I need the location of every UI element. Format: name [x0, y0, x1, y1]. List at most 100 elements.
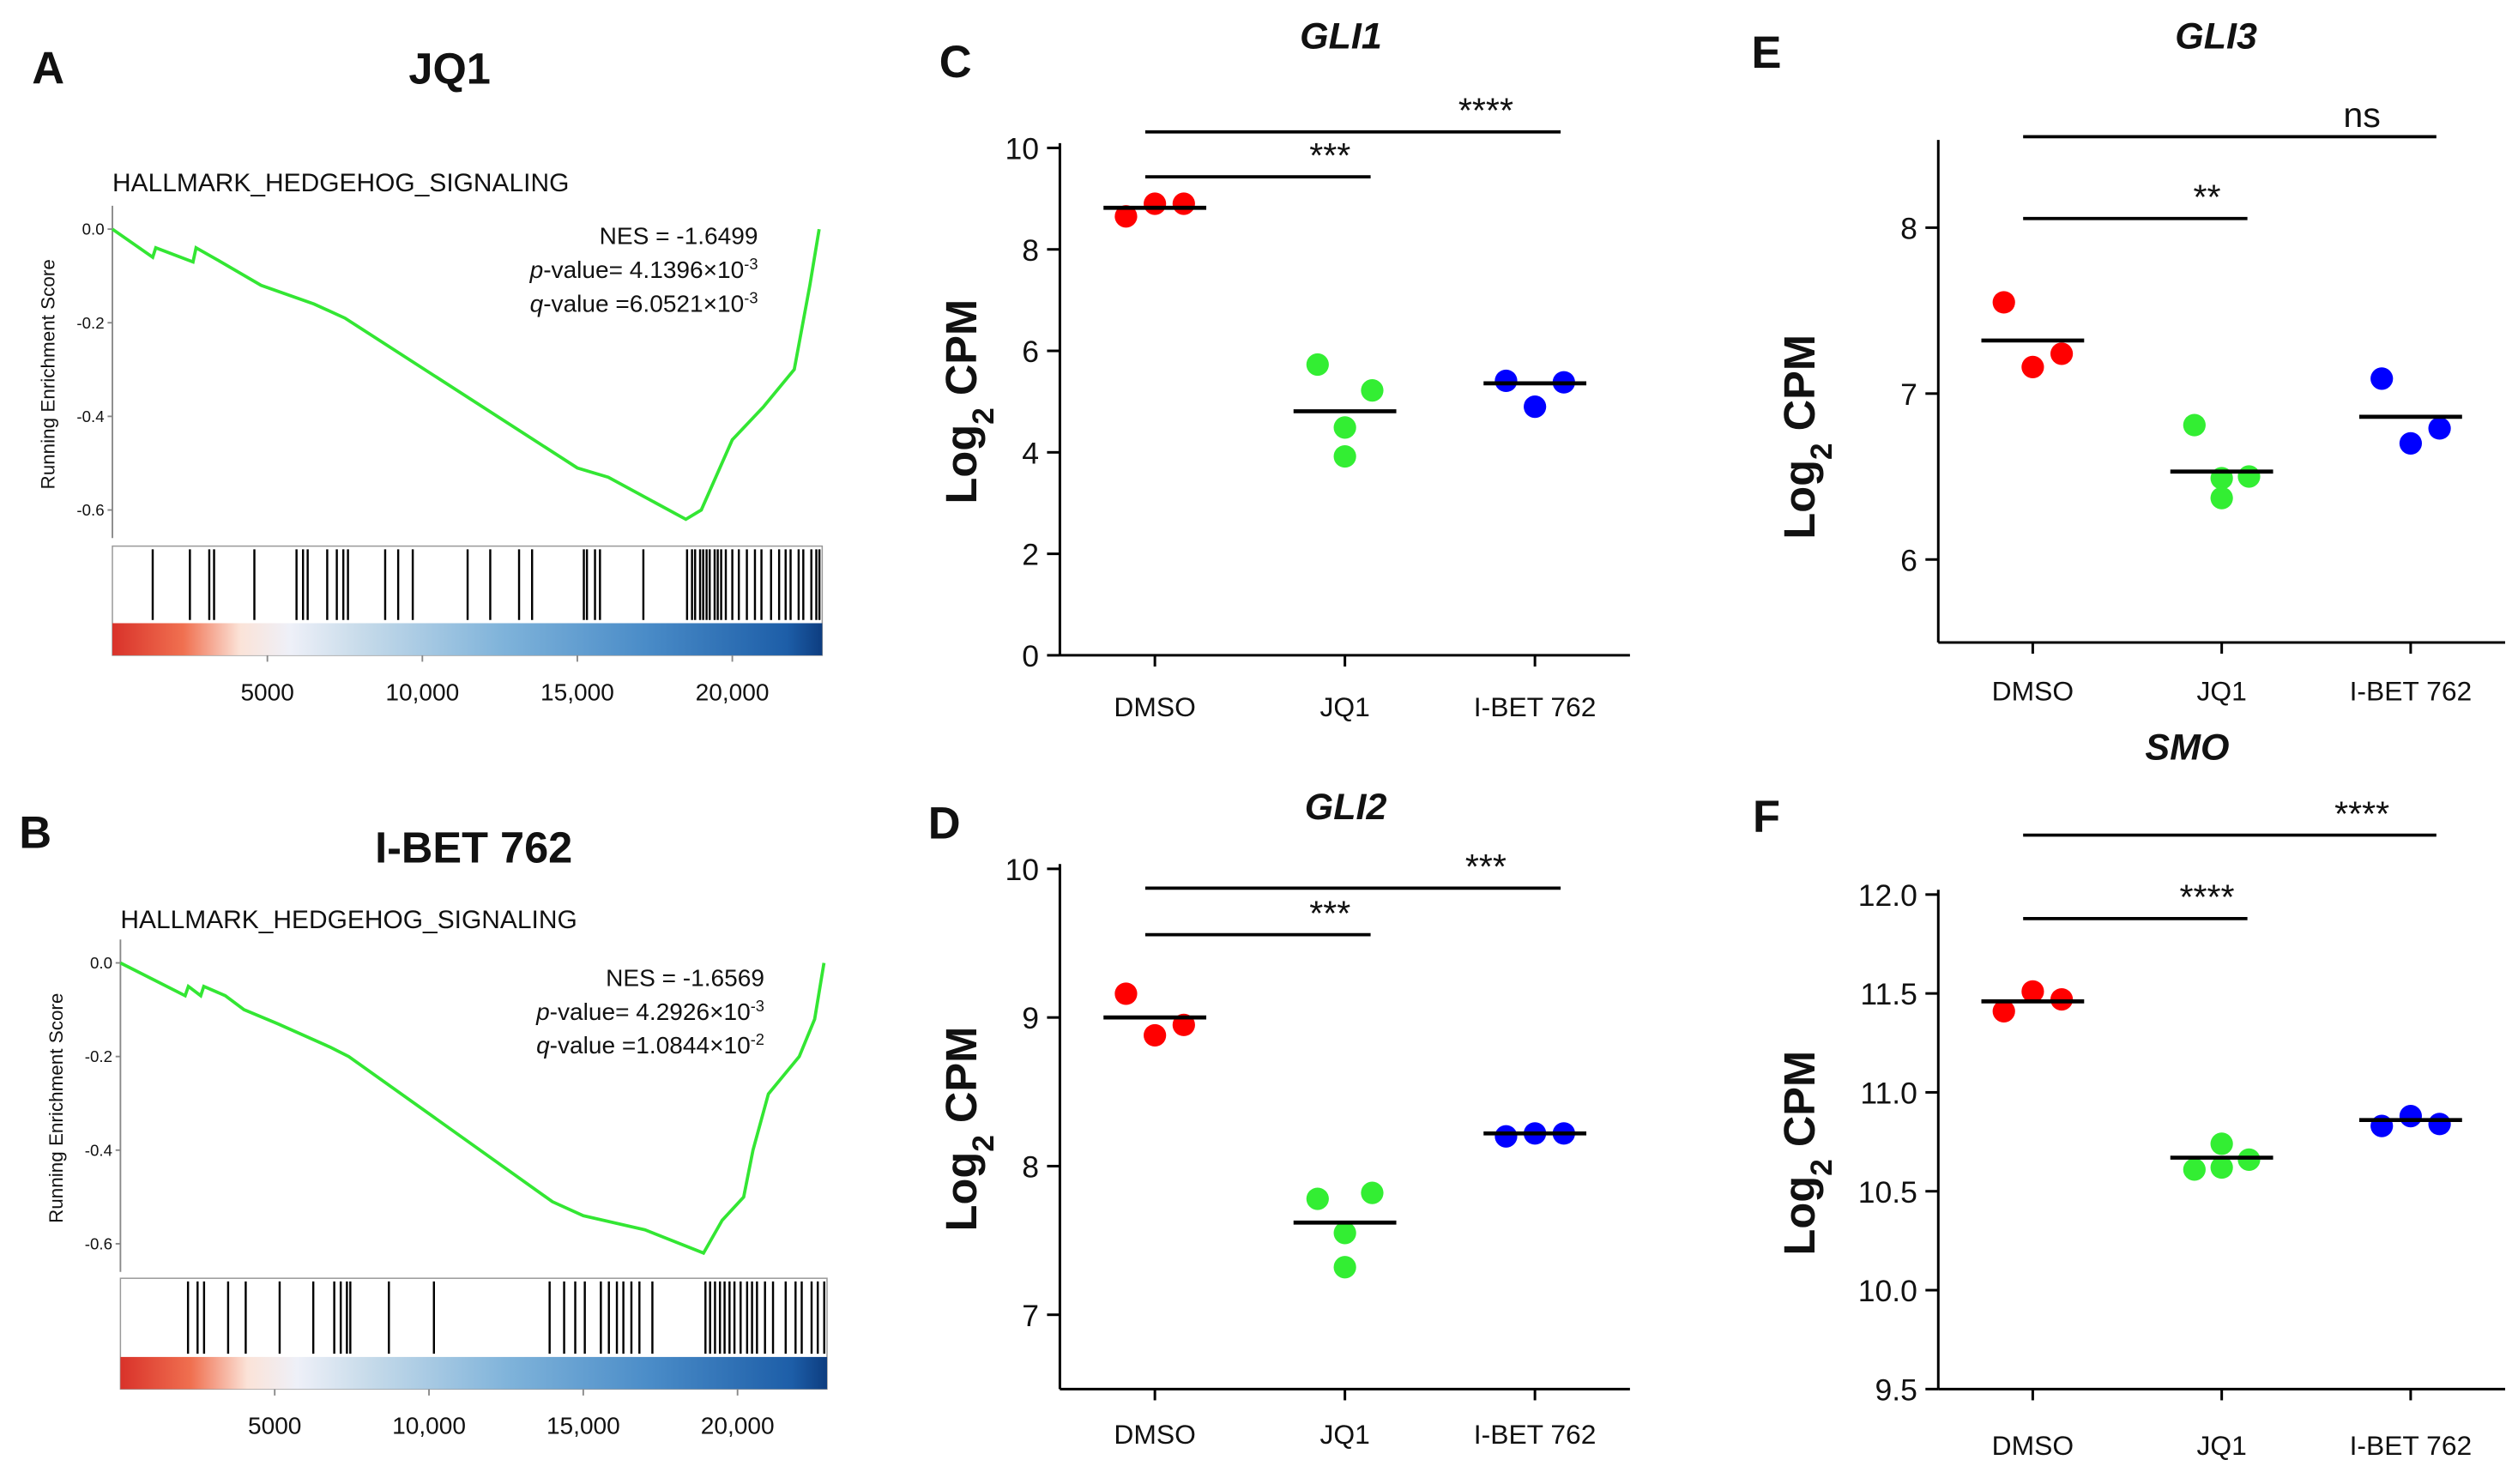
- chart-title: JQ1: [408, 45, 490, 94]
- data-point: [2183, 413, 2206, 437]
- y-axis-label: Log2 CPM: [937, 1027, 1000, 1232]
- panel-letter: C: [939, 38, 972, 87]
- data-point: [2210, 1155, 2233, 1179]
- y-tick-label: -0.6: [76, 501, 104, 519]
- enrichment-curve: [111, 227, 821, 522]
- x-tick-label: 15,000: [540, 679, 614, 705]
- y-tick-label: -0.4: [76, 407, 104, 425]
- y-axis-label-part: Log: [937, 425, 986, 504]
- annotation-part: -2: [751, 1030, 764, 1048]
- x-tick-label: JQ1: [1319, 691, 1369, 722]
- data-point: [2428, 417, 2451, 440]
- y-tick-label: 4: [1022, 436, 1039, 470]
- annotation-part: q: [530, 290, 544, 317]
- y-tick-label: 8: [1022, 1150, 1039, 1185]
- data-point: [1494, 369, 1518, 393]
- y-tick-label: 0.0: [90, 954, 112, 972]
- data-point: [2237, 465, 2261, 488]
- panel-letter: B: [19, 809, 51, 859]
- data-point: [2399, 431, 2423, 455]
- annotation-part: -value= 4.1396×10: [543, 256, 744, 283]
- data-point: [2428, 1113, 2451, 1136]
- x-tick-label: DMSO: [1114, 691, 1195, 722]
- y-tick-label: -0.2: [85, 1047, 112, 1065]
- data-point: [1992, 999, 2015, 1023]
- data-point: [2399, 1104, 2423, 1128]
- data-point: [1114, 982, 1138, 1005]
- y-axis-label-part: CPM: [1775, 335, 1824, 443]
- panel-letter: A: [32, 45, 64, 94]
- annotation: p-value= 4.1396×10-3: [529, 255, 758, 283]
- annotation-part: -value =1.0844×10: [550, 1032, 751, 1059]
- y-tick-label: 8: [1022, 233, 1039, 268]
- subtitle: HALLMARK_HEDGEHOG_SIGNALING: [112, 169, 569, 197]
- x-tick-label: I-BET 762: [2350, 675, 2473, 706]
- y-axis-label-part: Log: [1775, 460, 1824, 540]
- x-tick-label: JQ1: [2196, 675, 2246, 706]
- y-tick-label: 12.0: [1858, 878, 1917, 913]
- annotation-part: q: [536, 1032, 550, 1059]
- x-tick-label: DMSO: [1992, 1430, 2074, 1461]
- data-point: [2210, 1132, 2233, 1155]
- annotation: p-value= 4.2926×10-3: [535, 996, 764, 1025]
- chart-title: I-BET 762: [375, 823, 572, 872]
- y-tick-label: -0.6: [85, 1235, 112, 1253]
- significance-label: ****: [1458, 90, 1513, 130]
- data-point: [1144, 192, 1167, 215]
- x-tick-label: 10,000: [392, 1413, 466, 1439]
- rank-color-bar: [120, 1356, 827, 1390]
- annotation: q-value =1.0844×10-2: [536, 1030, 764, 1059]
- annotation-part: NES = -1.6499: [600, 223, 758, 250]
- y-axis-label-part: 2: [1805, 443, 1839, 460]
- x-tick-label: 5000: [240, 679, 293, 705]
- significance-label: ****: [2180, 878, 2235, 917]
- data-point: [1333, 444, 1356, 468]
- y-axis-label-part: CPM: [937, 299, 986, 407]
- significance-label: ****: [2334, 793, 2389, 833]
- y-tick-label: -0.4: [85, 1141, 112, 1159]
- data-point: [1144, 1023, 1167, 1047]
- annotation: NES = -1.6569: [606, 965, 764, 992]
- data-point: [2183, 1158, 2206, 1181]
- y-tick-label: 10.5: [1858, 1175, 1917, 1210]
- y-tick-label: 10: [1005, 853, 1040, 887]
- y-tick-label: 7: [1022, 1299, 1039, 1333]
- y-tick-label: 6: [1900, 543, 1917, 577]
- y-tick-label: 8: [1900, 211, 1917, 245]
- y-axis-label: Running Enrichment Score: [45, 993, 67, 1223]
- y-tick-label: 0: [1022, 639, 1039, 673]
- annotation-part: -3: [744, 288, 758, 306]
- annotation-part: p: [529, 256, 544, 283]
- enrichment-curve: [119, 961, 826, 1256]
- y-tick-label: 11.0: [1860, 1077, 1917, 1111]
- x-tick-label: 20,000: [696, 679, 770, 705]
- x-tick-label: JQ1: [2196, 1430, 2246, 1461]
- data-point: [2021, 980, 2044, 1003]
- y-axis-label-part: Log: [937, 1152, 986, 1232]
- data-point: [1361, 379, 1384, 402]
- y-tick-label: 10.0: [1858, 1274, 1917, 1308]
- annotation: q-value =6.0521×10-3: [530, 288, 758, 317]
- x-tick-label: 15,000: [546, 1413, 620, 1439]
- data-point: [1306, 353, 1329, 377]
- y-axis-label-part: Log: [1775, 1176, 1824, 1256]
- chart-title: GLI1: [1300, 15, 1382, 57]
- data-point: [2370, 367, 2394, 390]
- annotation: NES = -1.6499: [600, 223, 758, 250]
- data-point: [1992, 291, 2015, 314]
- data-point: [2210, 486, 2233, 510]
- x-tick-label: JQ1: [1319, 1419, 1369, 1450]
- data-point: [1114, 205, 1138, 228]
- chart-title: GLI3: [2175, 15, 2257, 57]
- annotation-part: NES = -1.6569: [606, 965, 764, 992]
- y-tick-label: 6: [1022, 335, 1039, 369]
- significance-label: ns: [2343, 95, 2380, 135]
- x-tick-label: 5000: [248, 1413, 301, 1439]
- data-point: [1172, 192, 1195, 215]
- data-point: [1361, 1181, 1384, 1204]
- panel-letter: F: [1753, 793, 1780, 842]
- x-tick-label: I-BET 762: [1474, 691, 1597, 722]
- y-tick-label: -0.2: [76, 314, 104, 332]
